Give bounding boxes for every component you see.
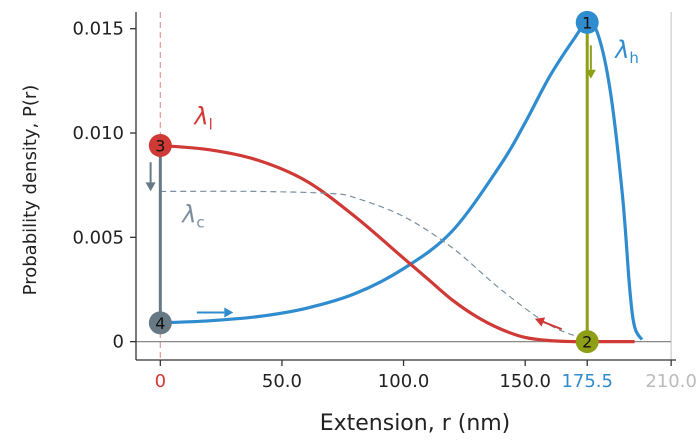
state-point-3	[148, 134, 172, 158]
state-point-1	[575, 10, 599, 34]
series-label-c: λc	[180, 201, 204, 232]
y-tick-label-0: 0	[113, 332, 124, 353]
x-tick-label-210-0: 210.0	[645, 371, 697, 392]
x-tick-label-50-0: 50.0	[262, 371, 302, 392]
state-point-label-3: 3	[155, 137, 165, 156]
state-point-label-4: 4	[155, 314, 165, 333]
x-tick-label-150-0: 150.0	[499, 371, 551, 392]
arrow-down-1-2	[585, 45, 596, 79]
series-label-h: λh	[613, 36, 639, 67]
arrow-along-red	[534, 317, 563, 331]
y-tick-label-0-005: 0.005	[72, 227, 124, 248]
state-point-label-2: 2	[582, 333, 592, 352]
state-point-2	[575, 330, 599, 354]
y-axis-title: Probability density, P(r)	[20, 85, 41, 296]
x-tick-label-175-5: 175.5	[561, 371, 613, 392]
y-tick-label-0-015: 0.015	[72, 19, 124, 40]
x-axis-title: Extension, r (nm)	[320, 411, 511, 436]
state-point-label-1: 1	[582, 13, 592, 32]
arrow-down-3-4	[145, 162, 156, 192]
series-label-l: λl	[192, 103, 212, 134]
x-tick-label-0: 0	[155, 371, 166, 392]
series-line-h	[160, 20, 644, 341]
arrow-along-blue	[196, 307, 234, 318]
x-tick-label-100-0: 100.0	[378, 371, 430, 392]
y-tick-label-0-010: 0.010	[72, 123, 124, 144]
state-point-4	[148, 311, 172, 335]
